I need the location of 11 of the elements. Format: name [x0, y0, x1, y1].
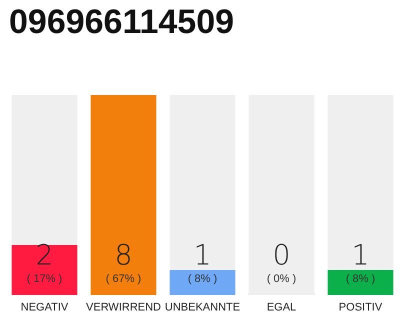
x-tick-label: NEGATIV — [20, 302, 69, 314]
chart-title: 096966114509 — [9, 3, 234, 41]
x-tick-label: UNBEKANNTE — [164, 302, 240, 314]
data-label: 2 ( 17% ) — [26, 238, 62, 285]
data-label: 8 ( 67% ) — [106, 238, 142, 285]
data-label: 1 ( 8% ) — [346, 238, 376, 285]
x-tick-label: VERWIRREND — [86, 302, 162, 314]
data-label: 0 ( 0% ) — [266, 238, 296, 285]
x-tick-label: EGAL — [266, 302, 296, 314]
x-tick-label: POSITIV — [338, 302, 383, 314]
data-label: 1 ( 8% ) — [188, 238, 218, 285]
